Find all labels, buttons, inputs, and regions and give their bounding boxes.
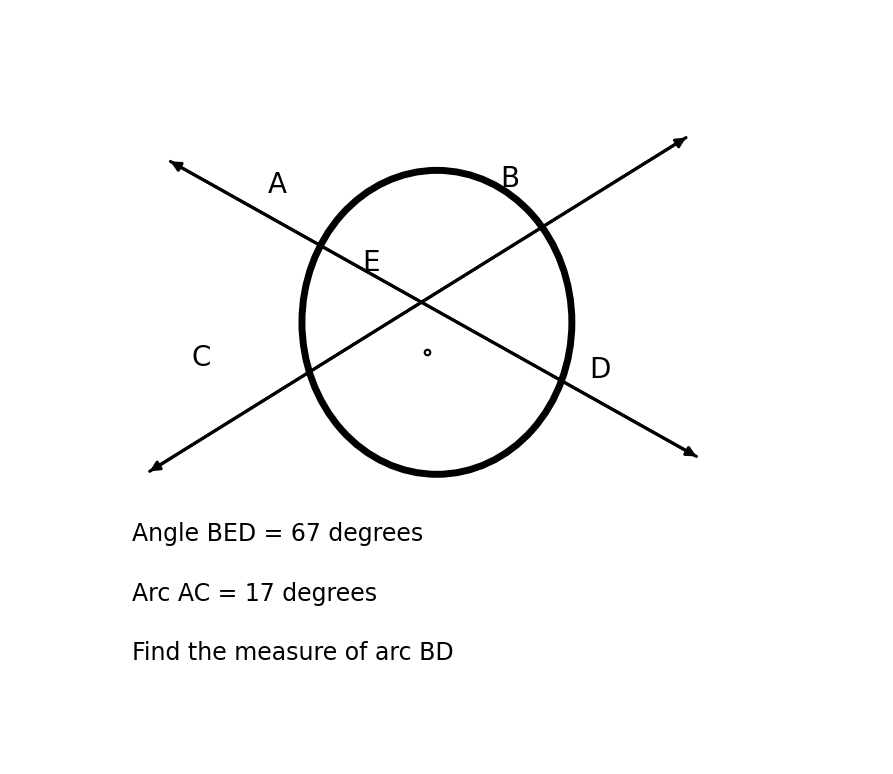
Text: E: E (363, 248, 380, 277)
Text: A: A (268, 171, 288, 199)
Text: Find the measure of arc BD: Find the measure of arc BD (132, 641, 454, 665)
Text: C: C (192, 344, 212, 372)
Text: Angle BED = 67 degrees: Angle BED = 67 degrees (132, 522, 423, 546)
Text: B: B (500, 166, 519, 194)
Text: Arc AC = 17 degrees: Arc AC = 17 degrees (132, 581, 378, 605)
Text: D: D (588, 356, 610, 384)
